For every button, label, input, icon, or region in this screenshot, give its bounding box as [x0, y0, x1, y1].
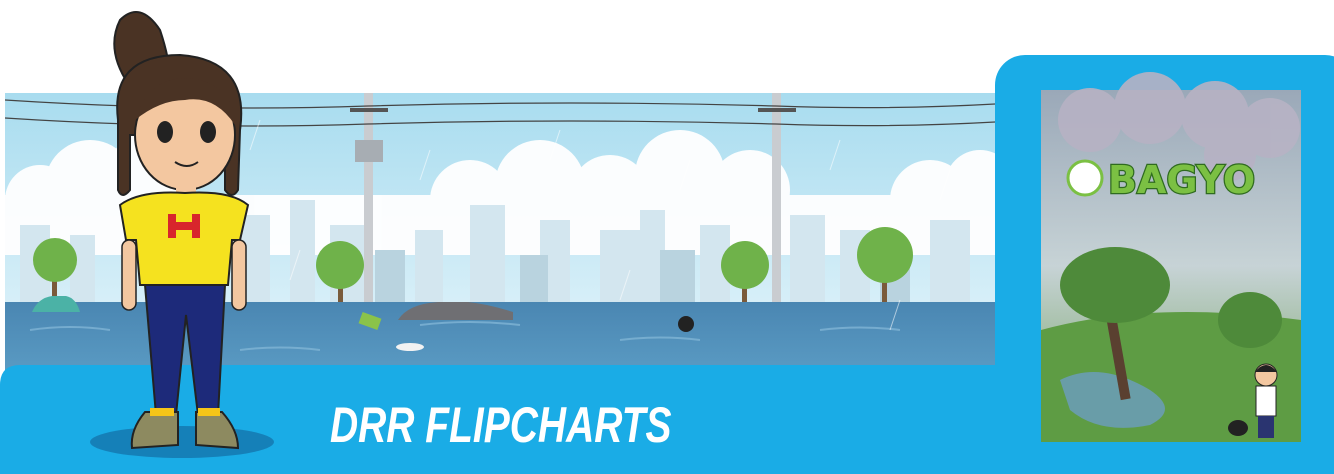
cover-title: BAGYO	[1108, 158, 1255, 202]
banner-title: DRR FLIPCHARTS	[330, 396, 672, 453]
page: DRR FLIPCHARTS BAGYO	[0, 0, 1334, 474]
flipchart-cover[interactable]: BAGYO	[1041, 72, 1301, 442]
